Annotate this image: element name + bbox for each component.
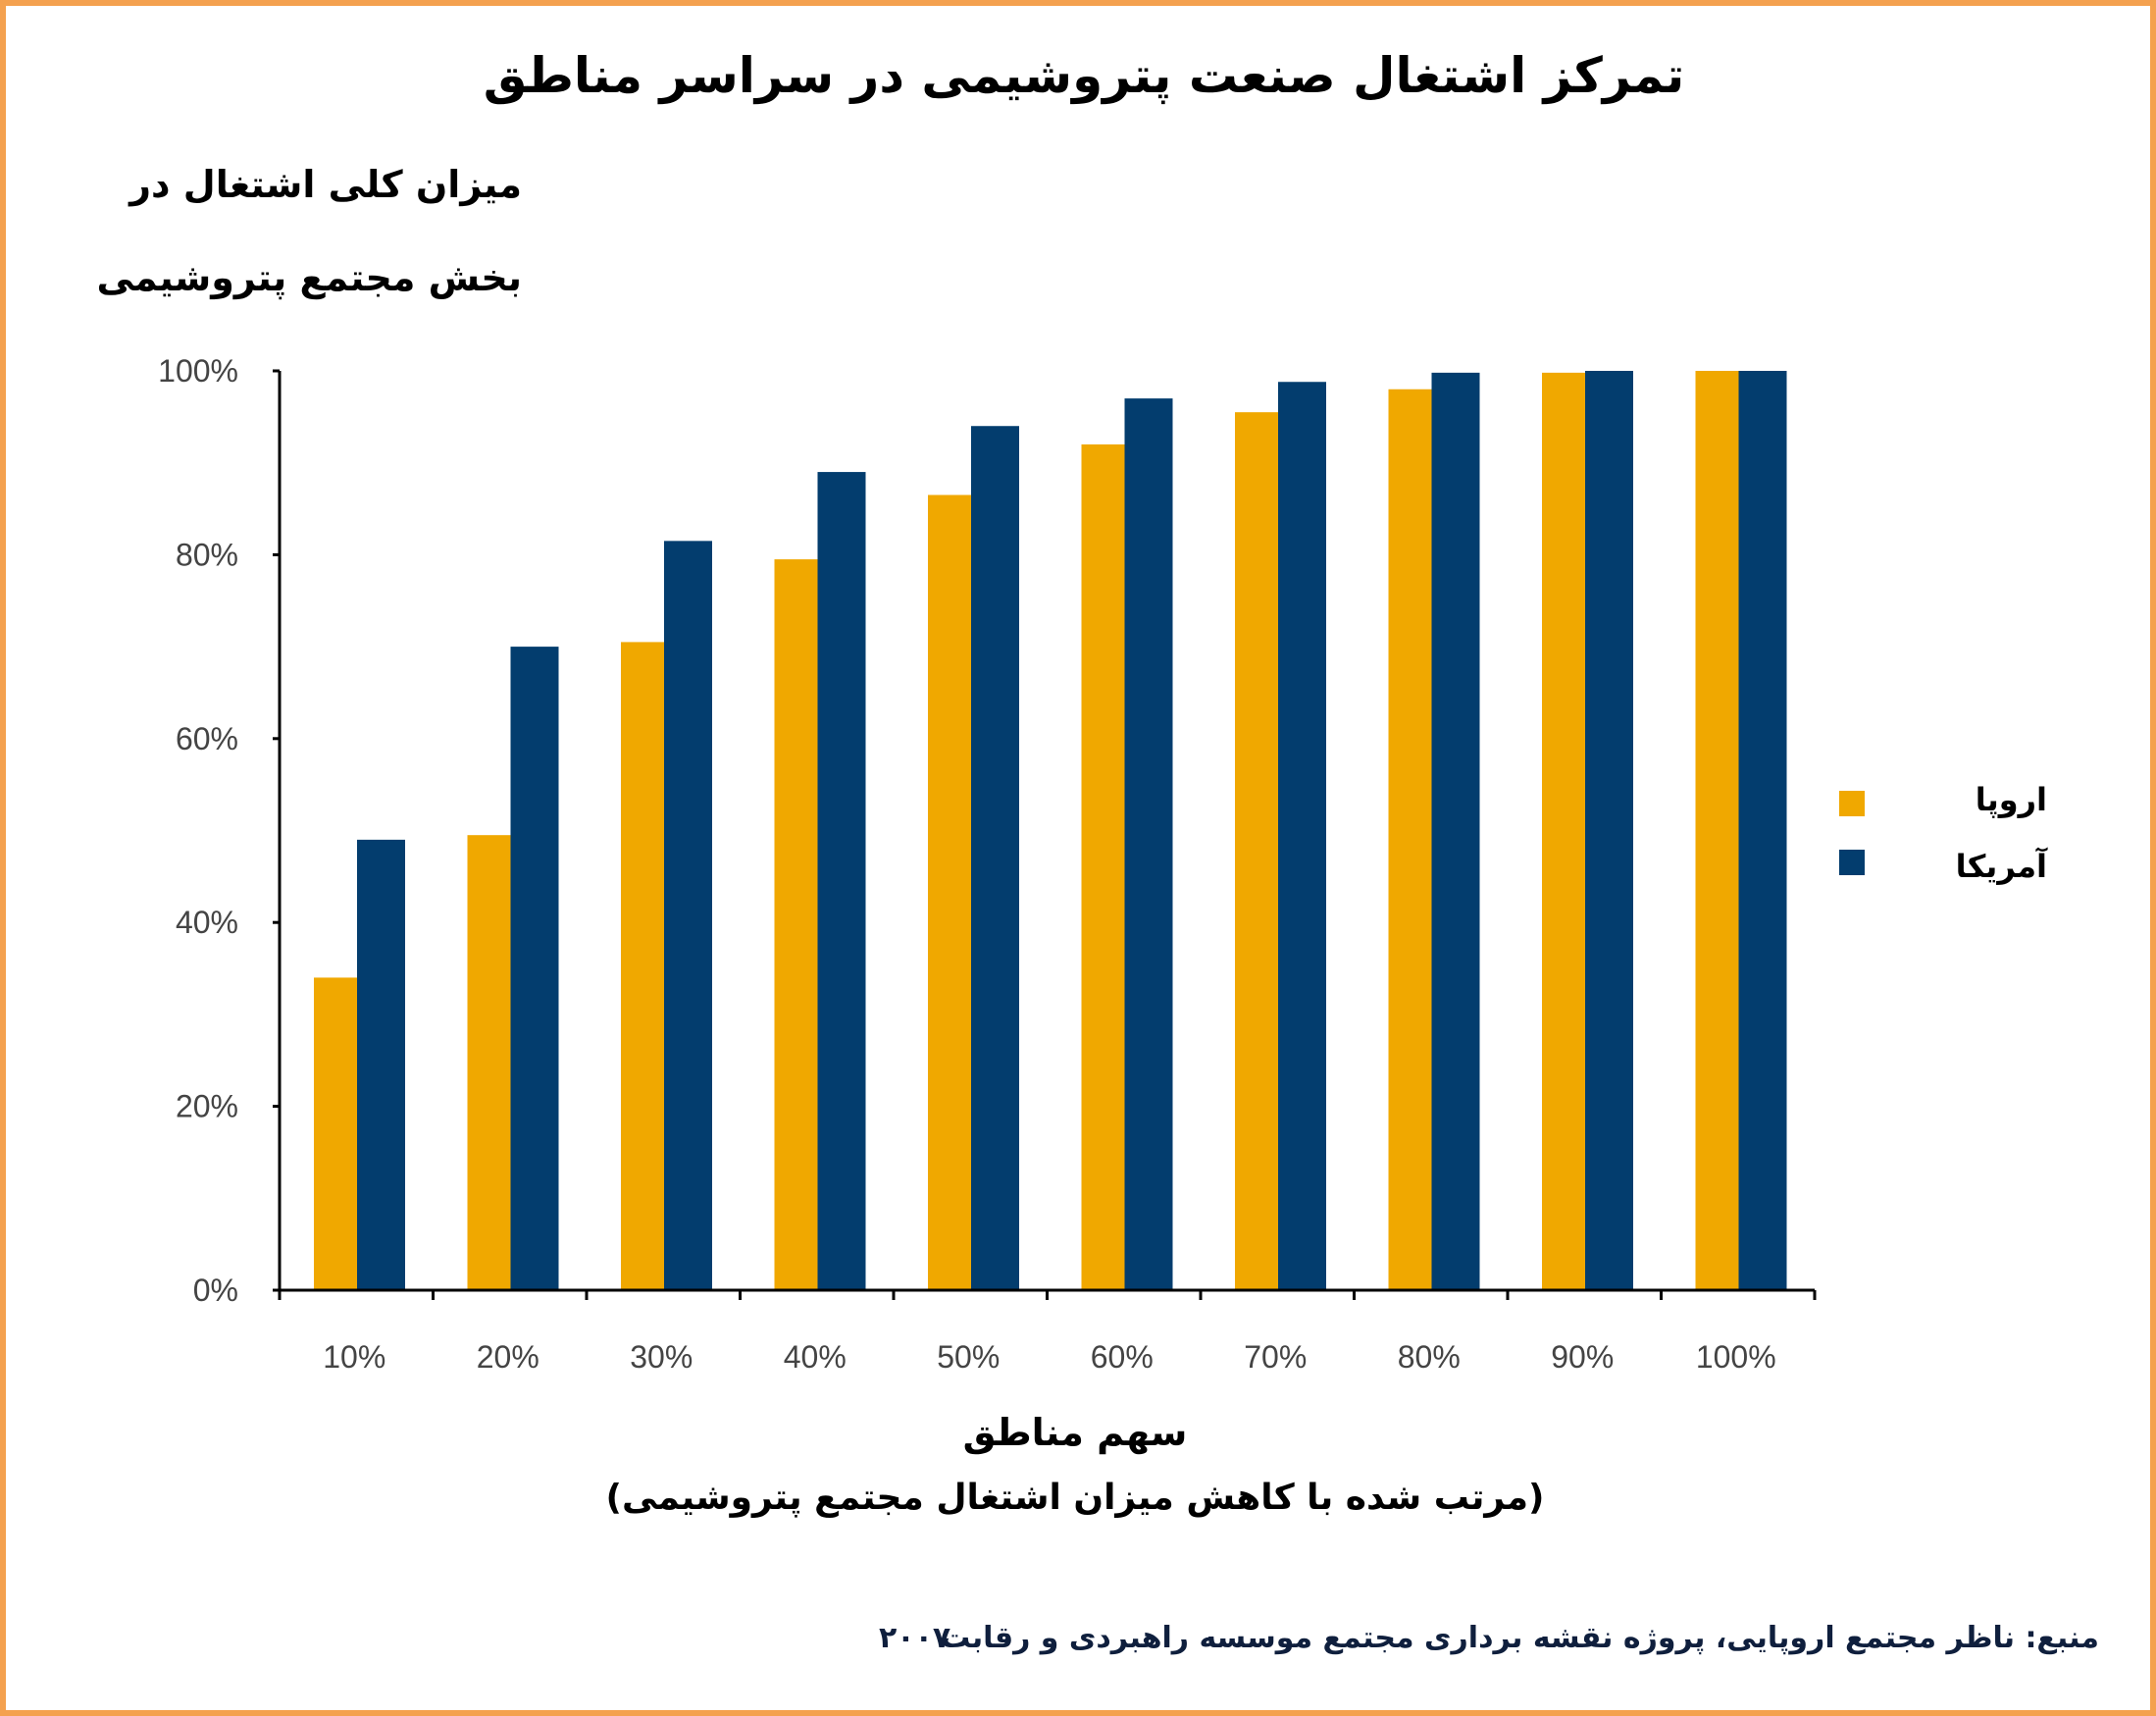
x-axis-title: سهم مناطق [962,1411,1188,1454]
y-axis-label-line-1: میزان کلی اشتغال در [129,163,522,206]
bar-europe [928,494,971,1290]
legend-swatch-america [1839,850,1865,875]
bar-europe [1081,443,1125,1291]
y-tick-label: 20% [176,1089,238,1124]
bar-america [664,541,712,1290]
bar-america [357,839,405,1290]
source-year: ۲۰۰۷ [879,1621,951,1655]
bar-america [1278,382,1326,1290]
x-tick-label: 50% [937,1339,1000,1375]
source-note: منبع: ناظر مجتمع اروپایی، پروژه نقشه برد… [941,1621,2099,1655]
bar-europe [314,977,357,1290]
y-tick-label: 60% [176,721,238,756]
x-tick-label: 100% [1696,1339,1776,1375]
legend-swatch-europe [1839,791,1865,816]
bar-europe [1542,372,1585,1290]
x-tick-label: 60% [1091,1339,1154,1375]
x-axis-subtitle: (مرتب شده با کاهش میزان اشتغال مجتمع پتر… [605,1478,1545,1518]
x-tick-label: 20% [477,1339,539,1375]
y-tick-label: 40% [176,905,238,940]
bar-america [971,426,1019,1291]
y-tick-label: 100% [158,353,238,389]
bar-europe [467,835,511,1290]
bar-america [1738,371,1787,1290]
bar-chart: 0% 20% 40% 60% 80% 100% 10% 20% 30% 40% 50% 60% 70% 8… [158,353,1865,1375]
bar-europe [1695,371,1739,1290]
bar-america [1585,371,1633,1290]
y-tick-label: 0% [193,1273,238,1308]
bar-europe [1388,389,1432,1290]
bar-america [1124,398,1173,1290]
bar-america [510,647,559,1290]
bar-europe [1235,412,1278,1290]
x-tick-label: 90% [1551,1339,1614,1375]
x-tick-label: 40% [784,1339,847,1375]
bar-europe [774,559,818,1290]
x-tick-label: 10% [323,1339,385,1375]
chart-title: تمرکز اشتغال صنعت پتروشیمی در سراسر مناط… [483,47,1685,104]
x-tick-label: 80% [1398,1339,1461,1375]
x-tick-label: 30% [630,1339,693,1375]
y-axis-label-line-2: بخش مجتمع پتروشیمی [96,256,522,299]
x-tick-label: 70% [1244,1339,1307,1375]
bar-america [817,472,866,1290]
legend-label-america: آمریکا [1955,848,2047,885]
bar-europe [621,642,664,1290]
bar-america [1431,372,1480,1290]
legend-label-europe: اروپا [1975,781,2047,818]
y-tick-label: 80% [176,537,238,572]
